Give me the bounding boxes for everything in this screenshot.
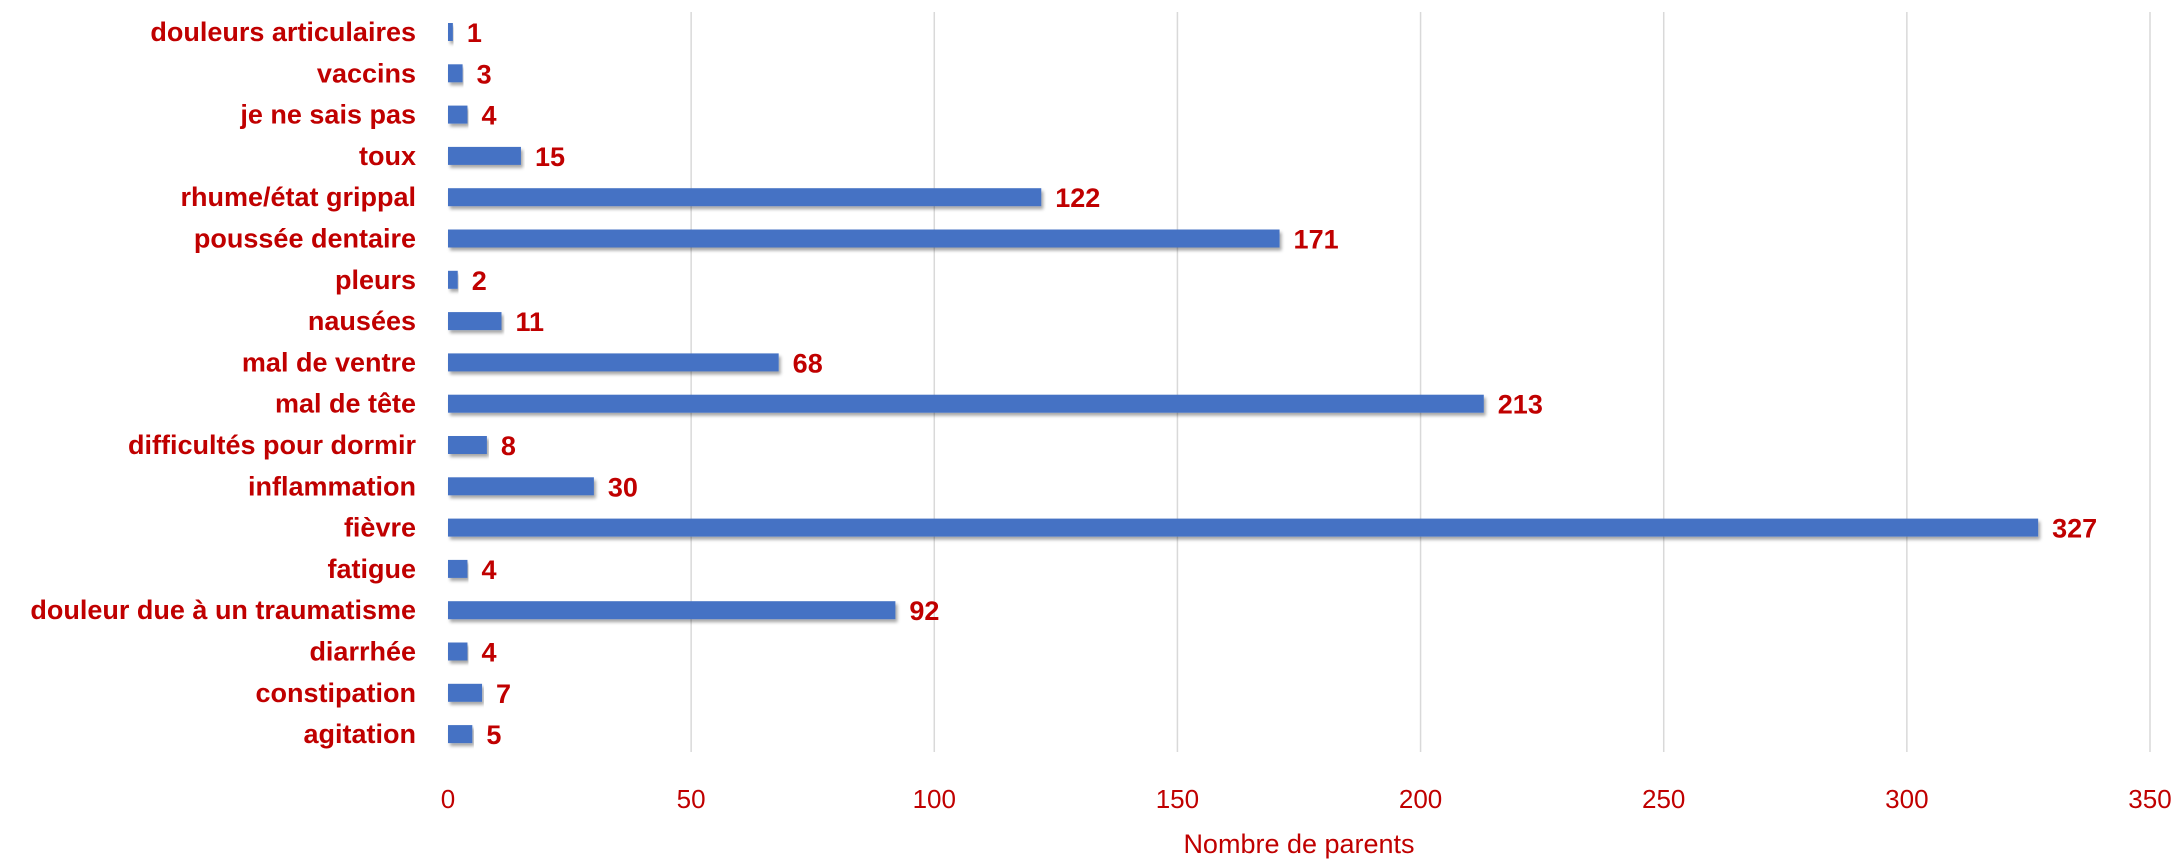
data-label: 8 [501, 431, 516, 461]
data-label: 30 [608, 472, 638, 502]
bar [448, 477, 594, 496]
category-label: difficultés pour dormir [128, 430, 417, 460]
category-label: agitation [304, 719, 417, 749]
category-label: mal de ventre [242, 347, 416, 377]
bar [448, 436, 487, 454]
data-label: 122 [1055, 183, 1100, 213]
category-label: douleurs articulaires [150, 17, 416, 47]
category-label: mal de tête [275, 389, 416, 419]
category-label: toux [359, 141, 416, 171]
x-tick-label: 0 [441, 784, 455, 814]
data-label: 92 [909, 596, 939, 626]
data-label: 3 [477, 59, 492, 89]
x-tick-label: 100 [913, 784, 956, 814]
category-label: douleur due à un traumatisme [30, 595, 416, 625]
category-label: poussée dentaire [194, 224, 416, 254]
bar [448, 23, 453, 41]
bar [448, 642, 468, 661]
gridlines [690, 12, 2151, 752]
bar [448, 188, 1042, 207]
bar [448, 353, 779, 372]
data-label: 15 [535, 142, 565, 172]
bar [448, 725, 473, 744]
data-label: 171 [1294, 225, 1339, 255]
category-label: nausées [308, 306, 416, 336]
bar [448, 146, 521, 165]
data-label: 213 [1498, 390, 1543, 420]
bar [448, 105, 468, 124]
data-label: 4 [481, 555, 496, 585]
bar [448, 518, 2039, 537]
bars [448, 23, 2039, 744]
data-label: 68 [793, 348, 823, 378]
data-label: 1 [467, 18, 482, 48]
bar [448, 229, 1280, 248]
category-label: je ne sais pas [239, 100, 416, 130]
category-label: rhume/état grippal [180, 182, 416, 212]
category-label: vaccins [317, 58, 416, 88]
bar [448, 559, 468, 578]
category-label: diarrhée [309, 637, 416, 667]
bar [448, 64, 463, 83]
bar [448, 601, 896, 620]
category-labels: douleurs articulaires vaccins je ne sais p… [30, 17, 416, 749]
data-label: 11 [515, 307, 544, 337]
category-label: fatigue [327, 554, 416, 584]
category-label: pleurs [335, 265, 416, 295]
category-label: constipation [256, 678, 417, 708]
x-tick-label: 250 [1642, 784, 1685, 814]
x-tick-label: 50 [677, 784, 706, 814]
bar [448, 394, 1484, 413]
data-label: 2 [472, 266, 487, 296]
data-label: 4 [481, 101, 496, 131]
x-tick-label: 300 [1885, 784, 1928, 814]
category-label: inflammation [248, 471, 416, 501]
data-label: 4 [481, 638, 496, 668]
x-tick-label: 200 [1399, 784, 1442, 814]
bar [448, 270, 458, 289]
category-label: fièvre [344, 513, 416, 543]
data-label: 5 [486, 720, 501, 750]
data-label: 327 [2052, 514, 2097, 544]
data-label: 7 [496, 679, 511, 709]
x-tick-label: 150 [1156, 784, 1199, 814]
x-tick-label: 350 [2128, 784, 2171, 814]
bar [448, 683, 483, 702]
bar [448, 312, 502, 331]
x-tick-labels: 0 50 100 150 200 250 300 350 [441, 784, 2172, 814]
x-axis-title: Nombre de parents [1183, 829, 1414, 859]
